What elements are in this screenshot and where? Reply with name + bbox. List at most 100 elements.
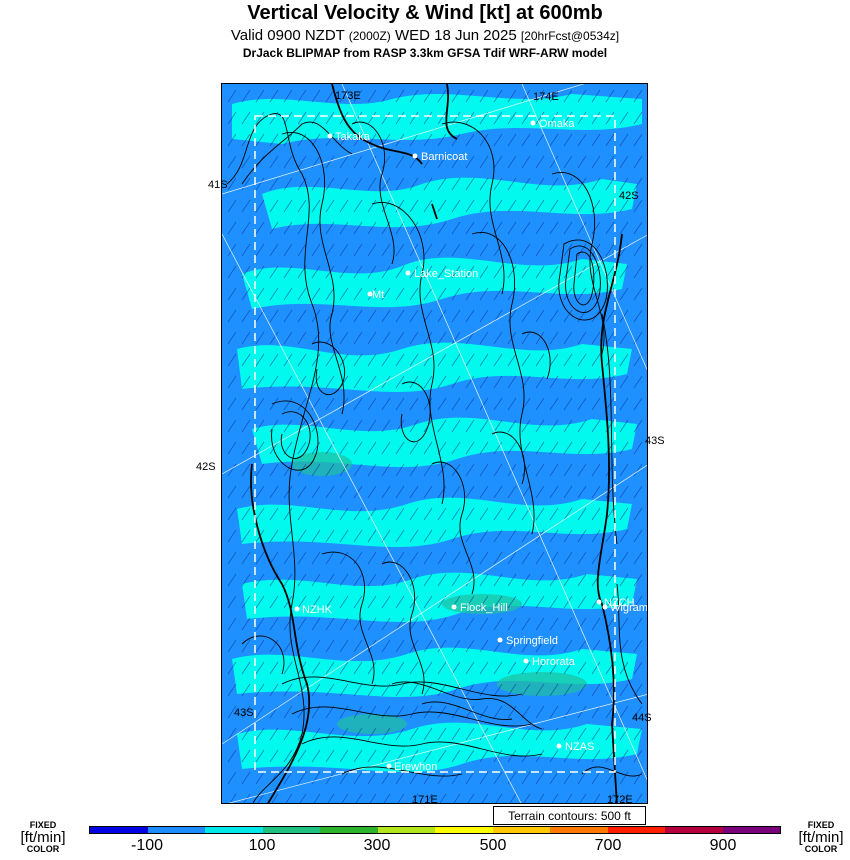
wind-barb: [493, 573, 503, 587]
wind-barb: [227, 309, 237, 323]
color-swatch: [377, 827, 435, 833]
wind-barb: [619, 397, 629, 411]
wind-barb: [381, 463, 391, 477]
wind-barb: [297, 705, 307, 719]
wind-barb: [297, 771, 307, 785]
wind-barbs: [227, 89, 643, 803]
wind-barb: [535, 177, 545, 191]
wind-barb: [633, 573, 643, 587]
wind-barb: [311, 441, 321, 455]
wind-barb: [227, 331, 237, 345]
wind-barb: [227, 221, 237, 235]
wind-barb: [465, 485, 475, 499]
wind-barb: [311, 199, 321, 213]
wind-barb: [633, 661, 643, 675]
wind-barb: [591, 683, 601, 697]
wind-barb: [619, 89, 629, 103]
wind-barb: [479, 551, 489, 565]
wind-barb: [509, 793, 517, 803]
wind-barb: [297, 485, 307, 499]
wind-barb: [437, 353, 447, 367]
wind-barb: [381, 309, 391, 323]
wind-barb: [535, 639, 545, 653]
wind-barb: [423, 287, 433, 301]
wind-barb: [549, 353, 559, 367]
wind-barb: [451, 551, 461, 565]
wind-barb: [283, 639, 293, 653]
wind-barb: [563, 133, 573, 147]
wind-barb: [493, 353, 503, 367]
wind-barb: [537, 793, 545, 803]
wind-barb: [353, 727, 363, 741]
wind-barb: [633, 177, 643, 191]
wind-barb: [451, 617, 461, 631]
wind-barb: [423, 111, 433, 125]
wind-barb: [535, 243, 545, 257]
wind-barb: [367, 529, 377, 543]
wind-barb: [507, 265, 517, 279]
wind-barb: [339, 639, 349, 653]
wind-barb: [577, 617, 587, 631]
wind-barb: [423, 309, 433, 323]
wind-barb: [633, 771, 643, 785]
wind-barb: [353, 507, 363, 521]
wind-barb: [381, 331, 391, 345]
scale-tick: 100: [248, 837, 276, 854]
wind-barb: [353, 617, 363, 631]
wind-barb: [577, 595, 587, 609]
wind-barb: [339, 287, 349, 301]
wind-barb: [479, 419, 489, 433]
wind-barb: [409, 529, 419, 543]
wind-barb: [297, 375, 307, 389]
wind-barb: [591, 617, 601, 631]
wind-barb: [269, 419, 279, 433]
wind-barb: [353, 265, 363, 279]
wind-barb: [395, 485, 405, 499]
wind-barb: [241, 133, 251, 147]
wind-barb: [479, 771, 489, 785]
wind-barb: [479, 727, 489, 741]
wind-barb: [255, 331, 265, 345]
wind-barb: [241, 683, 251, 697]
wind-barb: [409, 309, 419, 323]
wind-barb: [521, 89, 531, 103]
wind-barb: [591, 639, 601, 653]
wind-barb: [423, 353, 433, 367]
wind-barb: [605, 683, 615, 697]
forecast-hour: [20hrFcst@0534z]: [520, 29, 620, 43]
wind-barb: [535, 331, 545, 345]
wind-barb: [367, 89, 377, 103]
wind-barb: [577, 111, 587, 125]
wind-barb: [409, 331, 419, 345]
wind-barb: [353, 573, 363, 587]
wind-barb: [493, 419, 503, 433]
wind-barb: [633, 639, 643, 653]
wind-barb: [395, 551, 405, 565]
wind-barb: [479, 595, 489, 609]
wind-barb: [383, 793, 391, 803]
wind-barb: [479, 375, 489, 389]
wind-barb: [409, 507, 419, 521]
wind-barb: [369, 793, 377, 803]
wind-barb: [507, 441, 517, 455]
wind-barb: [297, 441, 307, 455]
wind-barb: [633, 353, 643, 367]
wind-barb: [535, 683, 545, 697]
wind-barb: [395, 441, 405, 455]
wind-barb: [577, 331, 587, 345]
wind-barb: [507, 573, 517, 587]
wind-barb: [367, 331, 377, 345]
wind-barb: [619, 507, 629, 521]
wind-barb: [591, 529, 601, 543]
wind-barb: [493, 507, 503, 521]
wind-barb: [535, 89, 545, 103]
wind-barb: [269, 199, 279, 213]
wind-barb: [577, 309, 587, 323]
wind-barb: [283, 507, 293, 521]
wind-barb: [325, 397, 335, 411]
wind-barb: [395, 419, 405, 433]
wind-barb: [381, 551, 391, 565]
wind-barb: [339, 89, 349, 103]
wind-barb: [395, 353, 405, 367]
wind-barb: [619, 573, 629, 587]
